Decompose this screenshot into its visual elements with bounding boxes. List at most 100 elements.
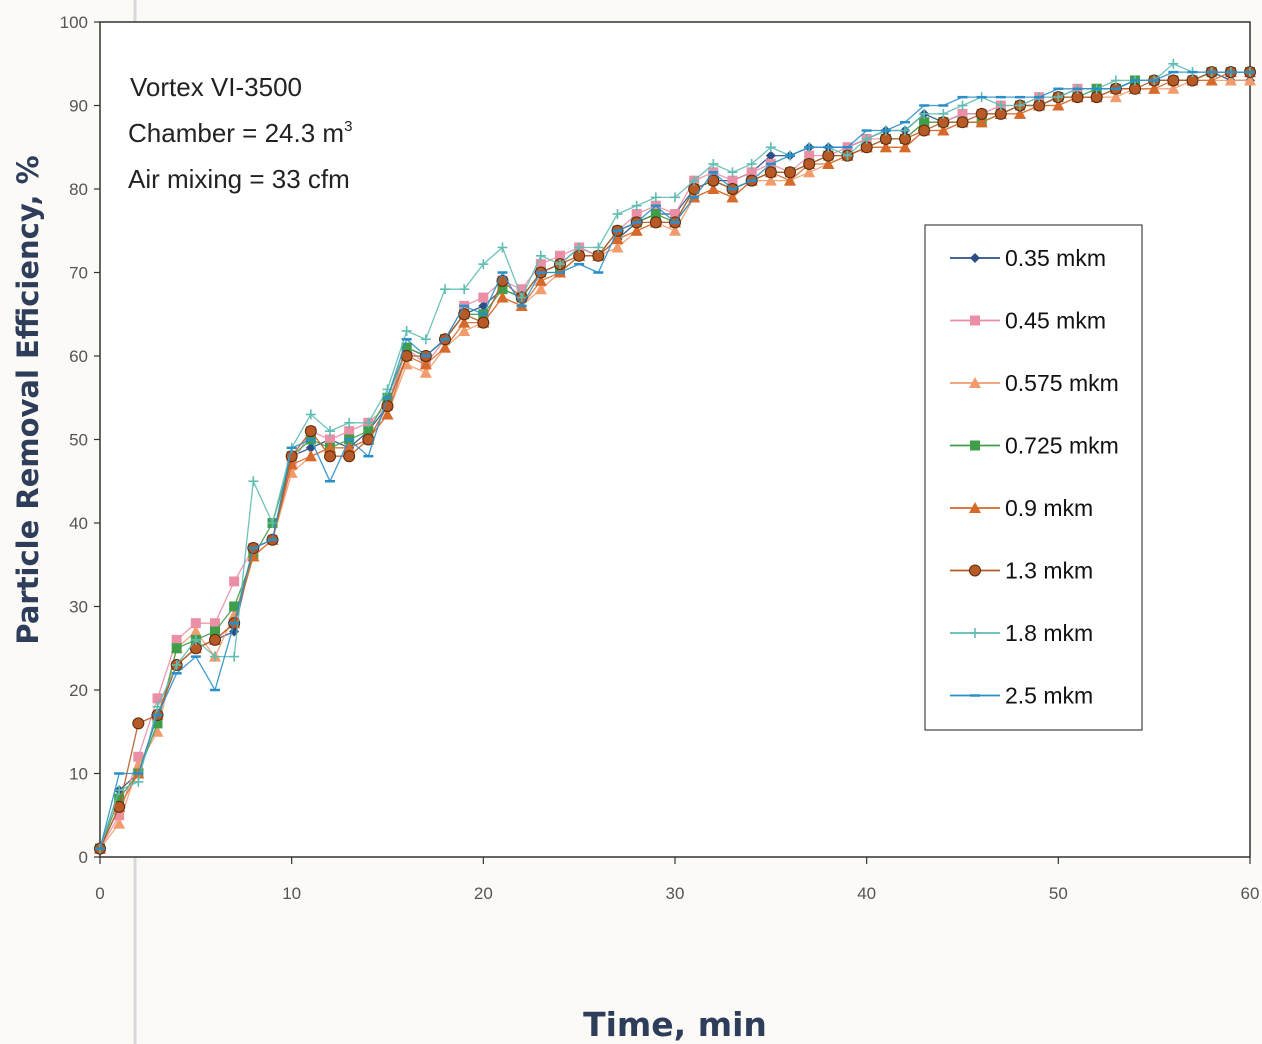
legend-label: 0.35 mkm xyxy=(1005,245,1106,271)
x-tick-label: 40 xyxy=(857,884,876,903)
data-point xyxy=(1109,91,1122,103)
x-tick-label: 20 xyxy=(474,884,493,903)
data-point xyxy=(401,325,412,336)
data-point xyxy=(611,241,624,253)
data-point xyxy=(344,417,355,428)
data-point xyxy=(516,292,527,303)
y-tick-label: 50 xyxy=(69,431,88,450)
data-point xyxy=(190,634,201,645)
data-point xyxy=(304,425,317,438)
x-tick-label: 60 xyxy=(1241,884,1260,903)
series-2-5-mkm xyxy=(95,70,1255,850)
data-point xyxy=(535,259,546,270)
data-point xyxy=(305,409,316,420)
legend-item: 0.45 mkm xyxy=(950,308,1106,334)
data-point xyxy=(189,625,202,637)
data-point xyxy=(229,601,240,612)
data-point xyxy=(439,341,451,353)
data-point xyxy=(497,242,508,253)
data-point xyxy=(496,291,509,303)
data-point xyxy=(899,141,911,153)
data-point xyxy=(343,450,356,463)
series-1-3-mkm xyxy=(94,66,1256,855)
data-point xyxy=(114,785,125,796)
legend-item: 0.9 mkm xyxy=(950,495,1093,521)
data-point xyxy=(151,725,164,737)
data-point xyxy=(113,817,126,829)
data-point xyxy=(650,192,661,203)
data-point xyxy=(669,224,681,236)
data-point xyxy=(957,108,968,119)
data-point xyxy=(879,141,892,153)
data-point xyxy=(535,250,546,261)
data-point xyxy=(458,308,471,321)
data-point xyxy=(803,166,816,178)
y-tick-label: 90 xyxy=(69,97,88,116)
data-point xyxy=(381,400,394,413)
data-point xyxy=(938,108,949,119)
y-tick-label: 100 xyxy=(60,13,88,32)
data-point xyxy=(209,633,221,646)
data-point xyxy=(707,174,720,187)
data-point xyxy=(248,476,259,487)
legend-marker xyxy=(970,440,980,451)
data-point xyxy=(440,284,450,295)
legend-label: 1.3 mkm xyxy=(1005,558,1093,584)
data-point xyxy=(995,100,1006,111)
data-point xyxy=(631,200,642,211)
annotation-model: Vortex VI-3500 xyxy=(130,72,302,102)
data-point xyxy=(1244,74,1256,86)
data-point xyxy=(1148,82,1161,94)
data-point xyxy=(611,233,624,245)
data-point xyxy=(324,441,336,453)
data-point xyxy=(918,124,931,137)
x-tick-label: 10 xyxy=(282,884,301,903)
data-point xyxy=(1168,58,1179,69)
data-point xyxy=(842,150,853,161)
legend-marker xyxy=(969,377,981,388)
data-point xyxy=(1015,100,1025,111)
legend-marker xyxy=(969,502,981,513)
data-point xyxy=(363,426,374,437)
data-point xyxy=(764,166,777,179)
y-axis-title: Particle Removal Efficiency, % xyxy=(11,155,45,644)
data-point xyxy=(1053,92,1064,103)
data-point xyxy=(612,209,623,220)
data-point xyxy=(1224,74,1237,86)
legend-label: 0.9 mkm xyxy=(1005,495,1093,521)
annotation-chamber-sup: 3 xyxy=(344,118,352,135)
y-tick-label: 10 xyxy=(69,765,88,784)
data-point xyxy=(344,426,355,437)
data-point xyxy=(919,108,930,119)
data-point xyxy=(822,157,835,169)
data-point xyxy=(957,100,968,111)
x-axis-title: Time, min xyxy=(583,1005,767,1044)
data-point xyxy=(516,284,527,295)
data-point xyxy=(381,408,394,420)
data-point xyxy=(574,242,585,253)
data-point xyxy=(956,116,969,129)
data-point xyxy=(746,167,757,178)
legend-marker xyxy=(969,564,981,577)
data-point xyxy=(689,175,700,186)
data-point xyxy=(171,634,182,645)
data-point xyxy=(593,242,604,253)
y-tick-label: 20 xyxy=(69,681,88,700)
legend: 0.35 mkm 0.45 mkm 0.575 mkm 0.725 mkm 0.9 mk… xyxy=(924,224,1143,731)
x-tick-label: 50 xyxy=(1049,884,1068,903)
legend-marker xyxy=(970,315,980,326)
data-point xyxy=(650,209,661,220)
legend-item: 1.3 mkm xyxy=(950,558,1093,584)
data-point xyxy=(726,191,739,203)
data-point xyxy=(152,693,163,704)
data-point xyxy=(670,192,680,203)
data-point xyxy=(363,417,374,428)
legend-item: 0.575 mkm xyxy=(950,370,1119,396)
data-point xyxy=(649,216,662,229)
data-point xyxy=(133,776,144,787)
y-tick-label: 0 xyxy=(79,848,88,867)
data-point xyxy=(229,576,240,587)
data-point xyxy=(919,117,930,128)
data-point xyxy=(419,366,432,378)
